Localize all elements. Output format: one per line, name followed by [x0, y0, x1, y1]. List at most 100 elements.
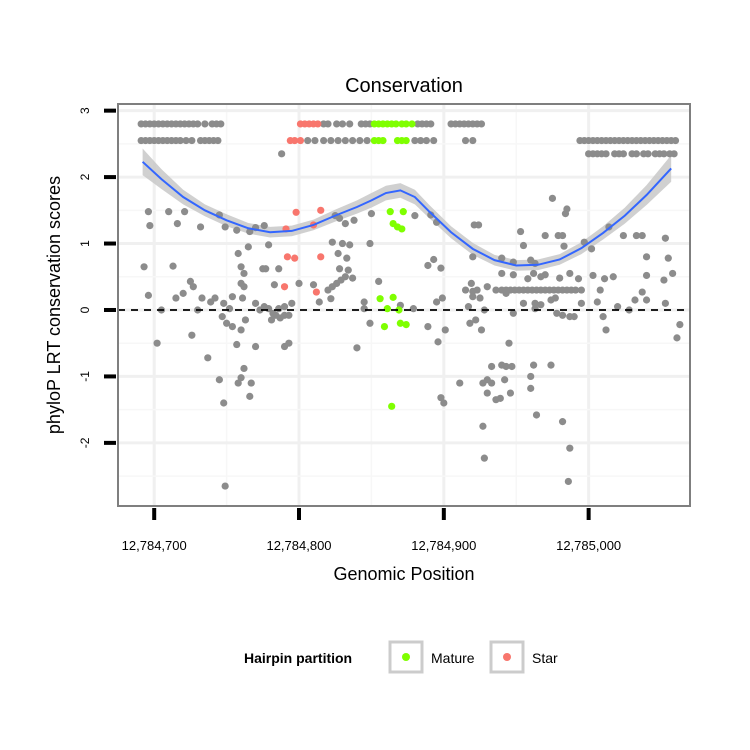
point-other-346: [221, 482, 229, 490]
point-other-139: [558, 231, 567, 240]
point-other-69: [469, 136, 477, 145]
legend: Hairpin partition Mature Star: [244, 640, 558, 674]
point-other-230: [577, 286, 585, 294]
point-mature-15: [386, 208, 394, 216]
point-other-261: [551, 294, 559, 302]
point-other-168: [240, 269, 248, 278]
point-other-189: [642, 271, 651, 280]
point-other-287: [218, 313, 226, 321]
point-other-193: [189, 283, 197, 291]
point-other-298: [472, 316, 480, 324]
point-other-340: [532, 411, 541, 419]
point-other-304: [188, 331, 196, 339]
point-mature-5: [392, 120, 400, 128]
point-other-289: [228, 322, 236, 331]
point-other-154: [343, 254, 351, 262]
point-mature-7: [402, 120, 410, 128]
point-other-262: [577, 299, 585, 307]
points-layer: [137, 120, 684, 490]
point-other-204: [348, 274, 357, 282]
y-tick-label-0: -2: [78, 437, 92, 448]
point-other-100: [619, 150, 627, 158]
point-star-9: [317, 206, 325, 214]
x-tick-label-3: 12,785,000: [556, 538, 621, 553]
point-other-246: [280, 303, 289, 311]
point-other-57: [320, 136, 328, 145]
point-other-60: [341, 136, 349, 145]
point-other-152: [265, 241, 273, 249]
point-other-303: [153, 339, 161, 347]
point-other-172: [335, 265, 344, 273]
point-other-240: [228, 293, 236, 301]
point-other-124: [335, 214, 344, 222]
point-other-47: [176, 136, 184, 145]
point-other-310: [434, 338, 442, 346]
point-other-147: [328, 238, 336, 246]
point-other-67: [430, 136, 438, 145]
point-mature-24: [380, 322, 389, 331]
point-other-171: [275, 265, 283, 273]
point-other-120: [260, 221, 268, 230]
point-other-144: [661, 234, 669, 242]
point-other-163: [560, 242, 568, 250]
point-other-285: [599, 313, 607, 321]
point-other-256: [502, 289, 510, 297]
point-other-153: [334, 249, 342, 258]
legend-key-star: [489, 640, 525, 674]
point-star-7: [296, 136, 305, 145]
point-other-232: [638, 288, 646, 296]
point-other-207: [461, 286, 470, 294]
point-other-313: [204, 354, 212, 362]
point-other-258: [531, 299, 539, 307]
point-other-107: [660, 150, 668, 158]
point-other-165: [169, 262, 177, 270]
point-other-112: [165, 208, 173, 216]
point-other-317: [502, 362, 510, 371]
point-other-330: [437, 394, 445, 402]
point-other-335: [506, 389, 515, 397]
point-other-255: [476, 294, 484, 302]
point-mature-22: [383, 305, 391, 313]
point-other-92: [671, 136, 680, 145]
x-axis: 12,784,700 12,784,800 12,784,900 12,785,000: [122, 508, 621, 553]
point-star-15: [280, 283, 289, 291]
point-other-299: [477, 326, 486, 334]
point-other-280: [531, 305, 539, 313]
point-other-148: [346, 241, 354, 249]
point-other-265: [631, 296, 639, 304]
point-other-141: [619, 231, 627, 240]
point-other-184: [566, 269, 574, 278]
point-other-66: [422, 136, 431, 145]
point-other-111: [144, 208, 153, 216]
smooth-line-layer: [141, 161, 672, 267]
point-other-323: [488, 379, 496, 387]
point-other-125: [341, 220, 349, 228]
point-star-14: [317, 253, 325, 261]
point-other-278: [464, 303, 473, 311]
point-other-182: [541, 271, 549, 279]
point-other-61: [348, 136, 357, 145]
point-other-64: [411, 136, 419, 145]
panel-border: [117, 103, 691, 507]
point-other-293: [280, 311, 289, 319]
point-other-56: [311, 136, 319, 145]
point-other-192: [186, 277, 195, 286]
point-other-37: [477, 120, 486, 128]
legend-entry-star: Star: [489, 640, 558, 674]
point-other-344: [480, 454, 488, 462]
y-axis: -2 -1 0 1 2 3: [78, 107, 116, 448]
point-other-155: [469, 253, 477, 261]
point-other-49: [188, 136, 196, 145]
point-other-282: [558, 311, 567, 319]
point-other-126: [350, 216, 358, 224]
point-other-318: [508, 362, 516, 371]
point-other-320: [547, 361, 555, 369]
point-other-58: [327, 136, 335, 145]
point-other-264: [613, 303, 622, 311]
point-other-17: [217, 120, 225, 128]
point-other-54: [214, 136, 222, 145]
point-other-270: [225, 305, 234, 313]
point-star-4: [314, 120, 322, 128]
point-other-236: [198, 294, 206, 302]
